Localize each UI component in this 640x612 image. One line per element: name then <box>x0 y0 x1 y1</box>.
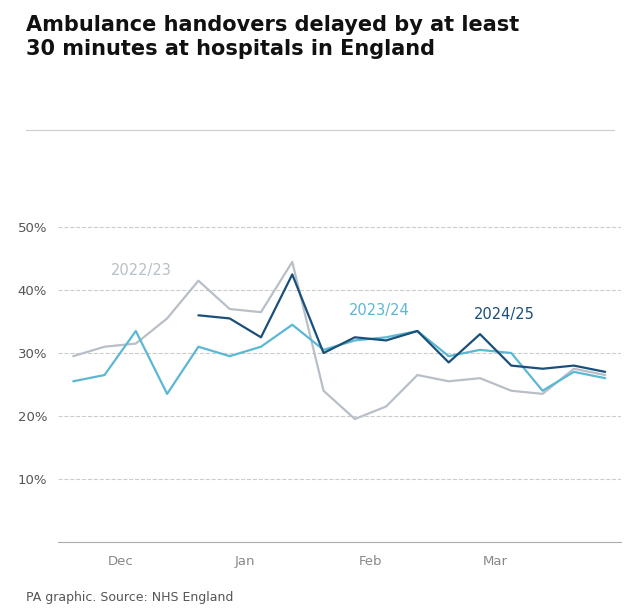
Text: 2024/25: 2024/25 <box>474 307 534 321</box>
Text: 2022/23: 2022/23 <box>111 263 172 278</box>
Text: PA graphic. Source: NHS England: PA graphic. Source: NHS England <box>26 591 233 604</box>
Text: 2023/24: 2023/24 <box>349 304 410 318</box>
Text: Ambulance handovers delayed by at least
30 minutes at hospitals in England: Ambulance handovers delayed by at least … <box>26 15 519 59</box>
